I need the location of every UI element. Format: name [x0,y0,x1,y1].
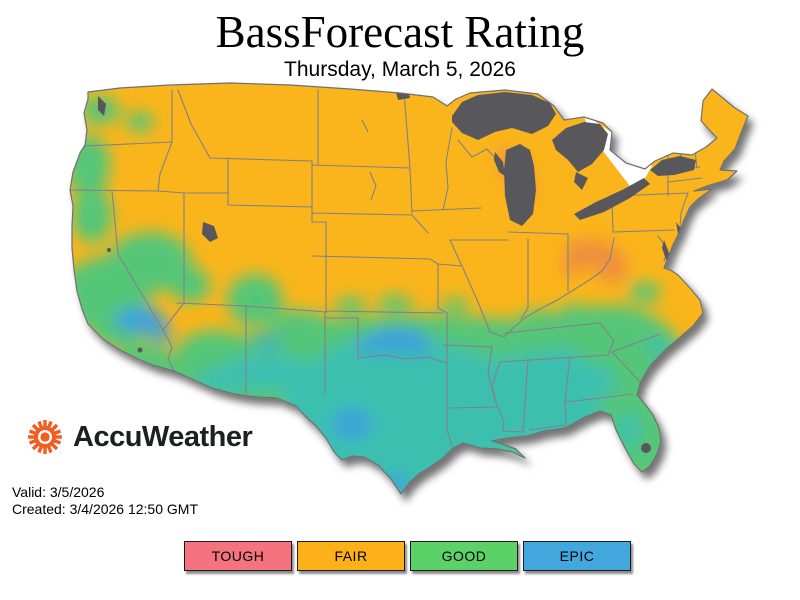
created-line: Created: 3/4/2026 12:50 GMT [12,501,198,517]
lake-erie [574,178,650,220]
legend-item-tough: TOUGH [184,541,292,571]
lake-superior [452,92,556,140]
great-salt-lake [202,222,218,242]
green-bay [494,152,505,176]
valid-line: Valid: 3/5/2026 [12,484,105,500]
date-subtitle: Thursday, March 5, 2026 [284,58,516,81]
lake-ontario [650,156,696,176]
florida-keys [618,479,646,485]
lake-tahoe [107,248,111,252]
salton-sea [137,347,143,353]
legend-item-fair: FAIR [297,541,405,571]
logo-wordmark: AccuWeather [73,420,253,453]
accuweather-logo: AccuWeather [26,418,253,456]
channel-island-2 [124,360,128,364]
epic-blue-regions [114,307,430,494]
sun-icon [28,420,62,454]
puget-sound [98,96,106,116]
lake-michigan [504,144,536,226]
great-lakes [98,90,696,485]
us-coast-outline [69,82,749,495]
lake-okeechobee [641,443,651,453]
map-meta: Valid: 3/5/2026 Created: 3/4/2026 12:50 … [12,484,198,518]
lake-huron [552,122,608,172]
channel-island [113,356,117,360]
page-title: BassForecast Rating [215,7,585,57]
saginaw-bay [574,172,588,190]
legend-item-epic: EPIC [523,541,631,571]
legend-item-good: GOOD [410,541,518,571]
us-landmass [69,82,749,495]
rating-legend: TOUGH FAIR GOOD EPIC [184,541,631,571]
